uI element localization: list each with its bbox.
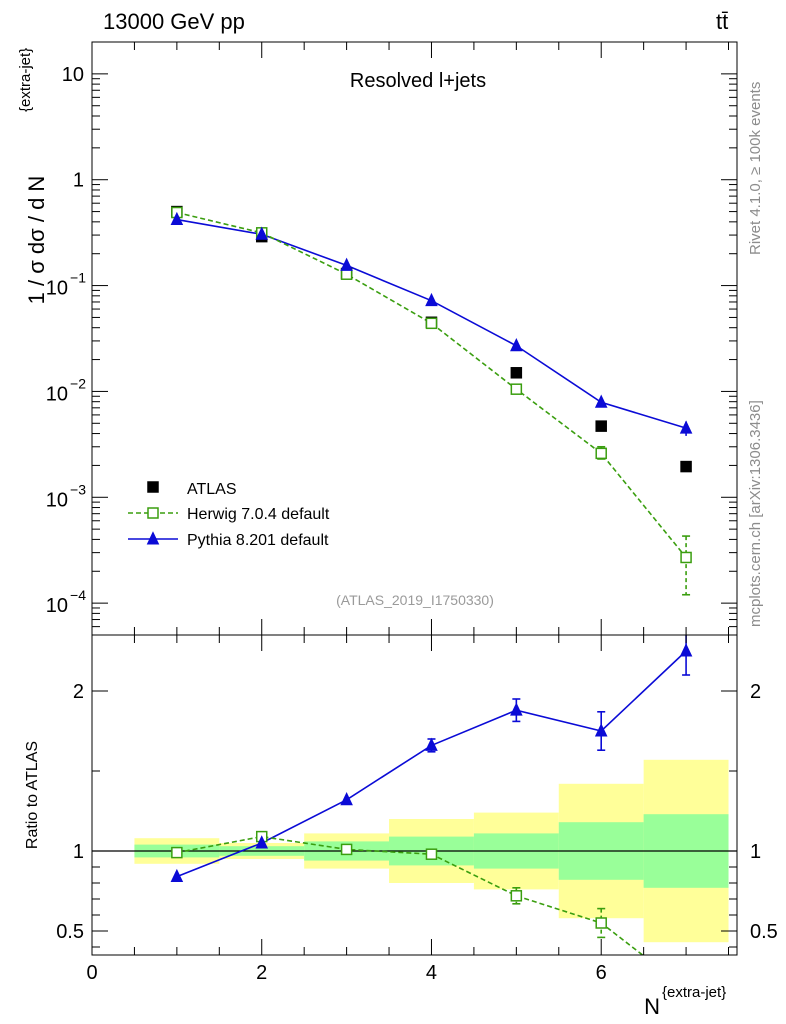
herwig-ratio-point [425,848,438,860]
x-tick-label: 2 [256,962,267,984]
ratio-y-tick-label-right: 0.5 [750,921,778,943]
pythia-ratio-point [425,737,438,751]
analysis-id-label: (ATLAS_2019_I1750330) [336,592,494,608]
legend-herwig-label: Herwig 7.0.4 default [187,506,330,523]
legend-atlas-marker [147,481,159,493]
pythia-point [425,292,438,307]
pythia-point [594,394,608,408]
herwig-ratio-point [595,917,607,929]
legend-atlas-label: ATLAS [187,481,237,498]
x-tick-label: 4 [426,962,437,984]
y-tick-exponent: −4 [70,587,86,603]
herwig-point [680,551,692,564]
pythia-ratio-point [340,792,353,806]
ratio-content [92,635,737,955]
pythia-point [170,211,184,226]
herwig-ratio-point [510,890,523,902]
chart-title: Resolved l+jets [350,70,486,92]
ratio-y-tick-label-right: 1 [750,841,761,863]
pythia-ratio-point [594,723,608,737]
pythia-point [679,420,693,434]
herwig-point [595,447,607,460]
y-tick-label: 10 [46,278,68,300]
pythia-point [340,257,353,271]
y-axis-label-sup: {extra-jet} [17,48,34,112]
mcplots-label: mcplots.cern.ch [arXiv:1306.3436] [747,400,764,627]
pythia-ratio-point [510,702,523,716]
y-axis-label: 1 / σ dσ / d N [24,176,49,305]
pythia-ratio-point [170,868,184,883]
atlas-point [595,420,607,432]
ratio-frame [91,634,738,956]
ratio-y-tick-label-right: 2 [750,681,761,703]
atlas-point [510,367,523,379]
y-tick-exponent: −3 [70,481,86,497]
y-tick-label: 10 [62,64,84,86]
pythia-ratio-point [255,835,269,849]
ratio-y-tick-label: 2 [73,681,84,703]
atlas-point [680,460,692,473]
x-axis-label: N [644,994,660,1019]
pythia-ratio-point [679,643,693,657]
legend-herwig-marker [147,507,159,519]
herwig-point [425,317,438,330]
herwig-ratio-point [340,843,353,856]
pythia-point [255,226,269,240]
y-tick-label: 10 [46,595,68,617]
y-tick-exponent: −2 [70,375,86,391]
y-tick-label: 10 [46,383,68,405]
pythia-point [510,338,523,352]
ratio-y-axis-label: Ratio to ATLAS [24,741,41,849]
y-tick-label: 10 [46,489,68,511]
ratio-y-tick-label: 0.5 [56,921,84,943]
rivet-version-label: Rivet 4.1.0, ≥ 100k events [747,82,764,255]
channel-symbol: tt̄ [716,9,728,34]
x-axis-label-sup: {extra-jet} [662,984,726,1001]
ratio-y-tick-label: 1 [73,841,84,863]
legend-pythia-label: Pythia 8.201 default [187,532,329,549]
x-tick-label: 6 [596,962,607,984]
legend: ATLAS Herwig 7.0.4 default Pythia 8.201 de… [128,481,330,549]
y-tick-exponent: −1 [70,270,86,286]
legend-pythia-marker [146,531,160,545]
y-tick-label: 1 [73,170,84,192]
process-label: 13000 GeV pp [103,9,245,34]
herwig-ratio-point [171,846,183,859]
x-tick-label: 0 [86,962,97,984]
herwig-point [510,383,523,395]
